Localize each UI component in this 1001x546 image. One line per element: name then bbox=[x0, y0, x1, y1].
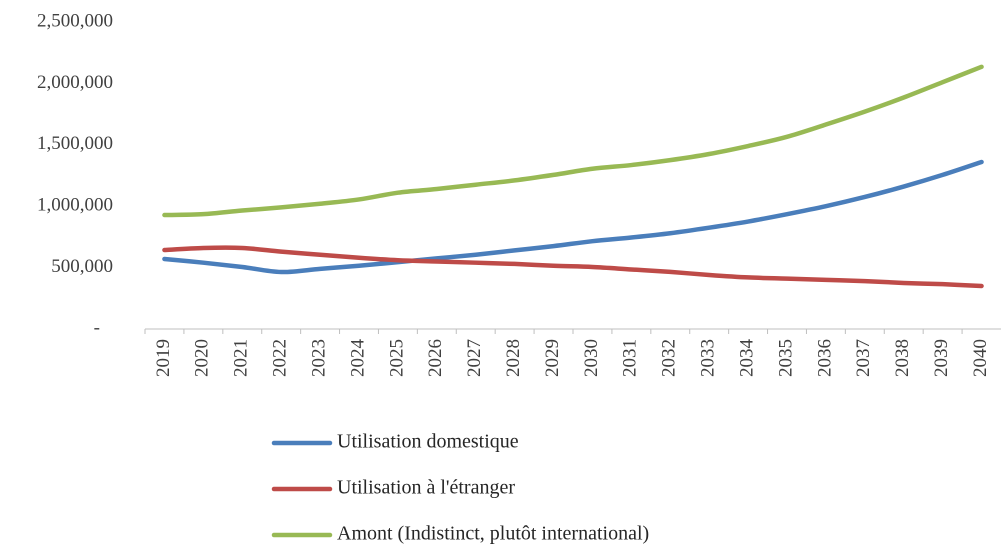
x-tick-label: 2027 bbox=[464, 339, 485, 377]
x-tick-label: 2026 bbox=[425, 339, 446, 377]
x-tick-label: 2038 bbox=[892, 339, 913, 377]
x-tick-label: 2036 bbox=[814, 339, 835, 377]
x-tick-label: 2029 bbox=[542, 339, 563, 377]
legend-label: Utilisation domestique bbox=[337, 431, 519, 453]
x-tick-label: 2023 bbox=[308, 339, 329, 377]
x-tick-label: 2020 bbox=[192, 339, 213, 377]
x-tick-label: 2019 bbox=[153, 339, 174, 377]
x-tick-label: 2031 bbox=[620, 339, 641, 377]
x-tick-label: 2040 bbox=[970, 339, 991, 377]
y-tick-label: 1,000,000 bbox=[37, 195, 113, 216]
x-tick-label: 2039 bbox=[931, 339, 952, 377]
x-tick-label: 2025 bbox=[386, 339, 407, 377]
legend-label: Amont (Indistinct, plutôt international) bbox=[337, 523, 649, 545]
y-tick-label: 1,500,000 bbox=[37, 133, 113, 154]
y-tick-label: 500,000 bbox=[51, 256, 113, 277]
x-tick-label: 2034 bbox=[736, 339, 757, 378]
x-tick-label: 2033 bbox=[698, 339, 719, 377]
y-tick-label: 2,000,000 bbox=[37, 72, 113, 93]
series-line bbox=[162, 64, 984, 218]
series-line bbox=[162, 159, 984, 275]
legend-label: Utilisation à l'étranger bbox=[337, 477, 515, 499]
x-tick-label: 2028 bbox=[503, 339, 524, 377]
x-tick-label: 2035 bbox=[775, 339, 796, 377]
x-tick-label: 2021 bbox=[231, 339, 252, 377]
x-tick-label: 2030 bbox=[581, 339, 602, 377]
series-line bbox=[162, 245, 984, 289]
y-tick-label: - bbox=[94, 317, 100, 338]
x-tick-label: 2024 bbox=[347, 339, 368, 378]
y-tick-label: 2,500,000 bbox=[37, 10, 113, 31]
x-tick-label: 2022 bbox=[270, 339, 291, 377]
x-tick-label: 2037 bbox=[853, 339, 874, 377]
x-tick-label: 2032 bbox=[659, 339, 680, 377]
